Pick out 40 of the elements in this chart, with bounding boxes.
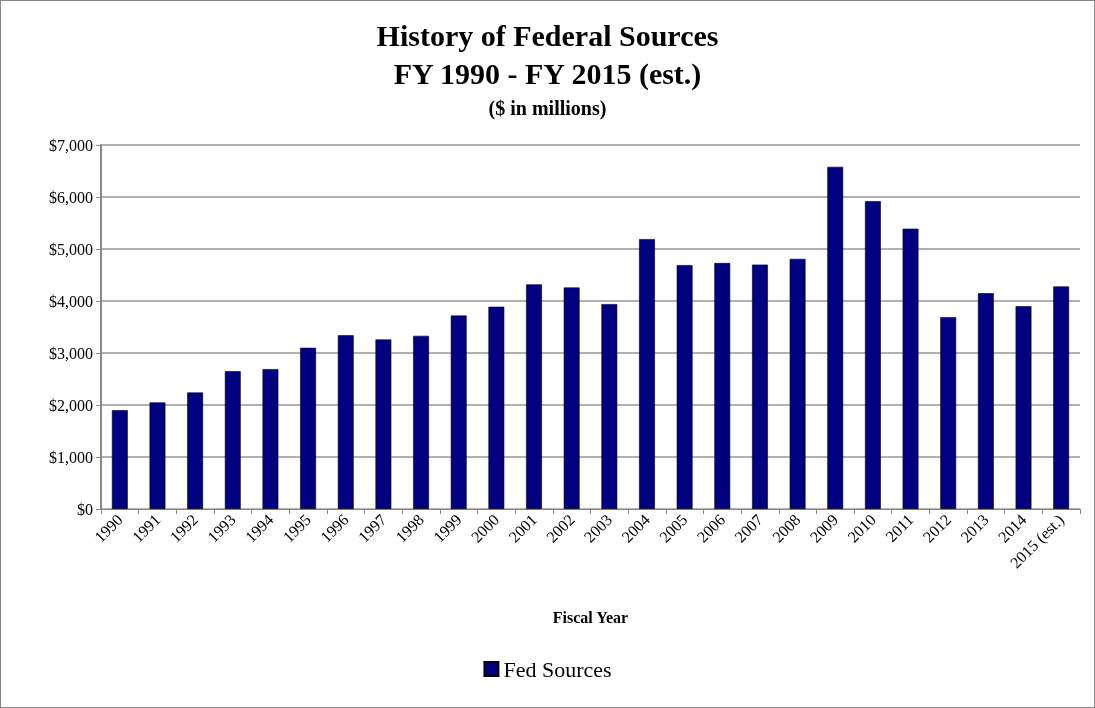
bar [940,317,957,509]
bar [488,306,505,509]
x-axis-title: Fiscal Year [552,608,629,626]
y-tick-label: $5,000 [49,240,93,258]
y-tick-label: $1,000 [49,448,93,466]
bar [262,369,279,509]
chart-subtitle: ($ in millions) [488,97,607,120]
bar [450,315,467,509]
bar [977,293,994,509]
bar [714,263,731,509]
bar [902,228,919,509]
bar [337,335,354,509]
y-tick-label: $3,000 [49,344,93,362]
bar [111,410,128,509]
bar [676,265,693,509]
x-tick-label: 1999 [430,510,465,546]
bar [789,258,806,509]
bar [1015,306,1032,509]
bar [526,284,542,509]
y-tick-label: $0 [77,500,93,518]
bar [563,287,580,509]
bar [149,402,166,509]
bar [300,347,316,509]
bar [1053,286,1070,509]
bar [865,201,881,509]
y-tick-label: $2,000 [49,396,93,414]
bar [752,264,768,509]
y-tick-label: $6,000 [49,188,93,206]
bar [639,239,655,509]
bar [827,166,844,509]
chart-title: History of Federal Sources FY 1990 - FY 2015 (est.) [376,18,719,91]
y-tick-label: $7,000 [49,136,93,154]
legend-label: Fed Sources [503,656,612,682]
bar [224,371,241,509]
bar [413,335,429,509]
x-tick-label: 1993 [204,510,239,546]
y-tick-label: $4,000 [49,292,93,310]
bar [375,339,392,509]
bar [601,304,618,509]
bar [187,392,204,509]
